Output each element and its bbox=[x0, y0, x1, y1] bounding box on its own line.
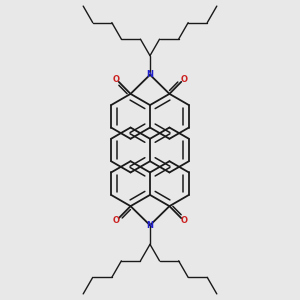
Text: O: O bbox=[112, 74, 119, 83]
Text: O: O bbox=[181, 74, 188, 83]
Text: O: O bbox=[112, 217, 119, 226]
Text: O: O bbox=[181, 217, 188, 226]
Text: N: N bbox=[146, 70, 154, 79]
Text: N: N bbox=[146, 221, 154, 230]
